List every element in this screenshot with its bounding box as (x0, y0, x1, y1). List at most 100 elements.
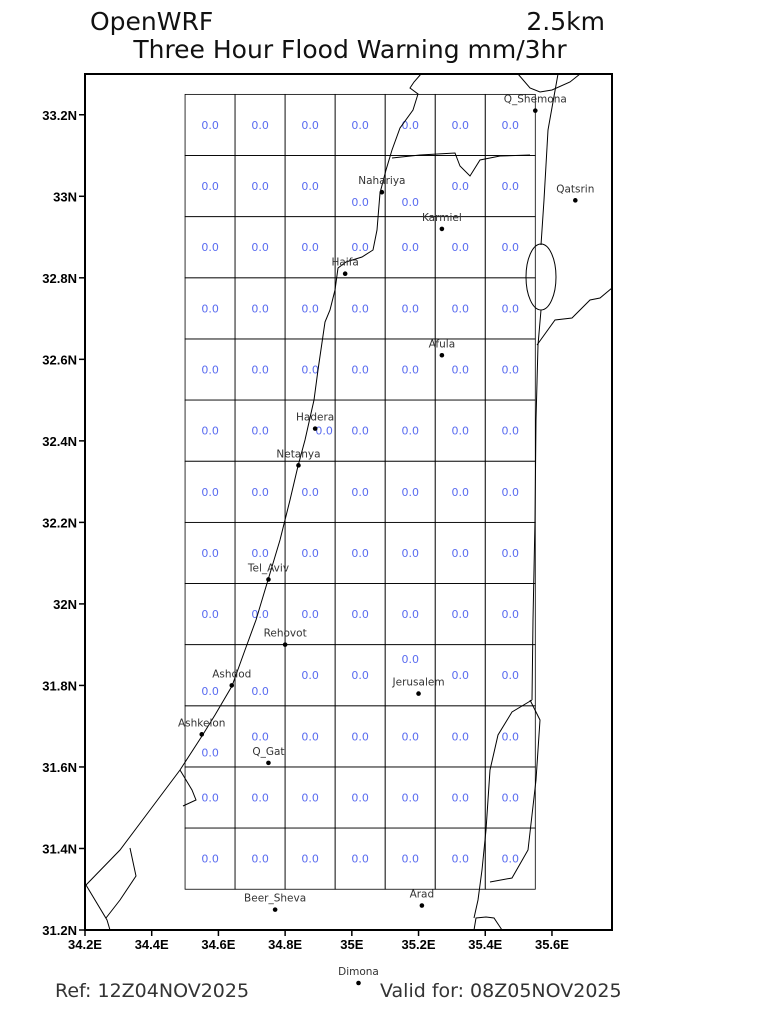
city-dot (573, 198, 578, 203)
y-tick-label: 31.6N (42, 760, 77, 775)
cell-value: 0.0 (201, 746, 219, 759)
cell-value: 0.0 (251, 302, 269, 315)
cell-value: 0.0 (351, 730, 369, 743)
city-label: Qatsrin (556, 183, 594, 195)
city-dot (356, 980, 361, 986)
cell-value: 0.0 (502, 669, 520, 682)
cell-value: 0.0 (502, 180, 520, 193)
cell-value: 0.0 (301, 180, 319, 193)
city-label: Beer_Sheva (244, 893, 306, 905)
city-dot (342, 271, 348, 277)
cell-value: 0.0 (201, 241, 219, 254)
cell-value: 0.0 (251, 853, 269, 866)
cell-value: 0.0 (451, 241, 469, 254)
cell-value: 0.0 (301, 730, 319, 743)
cell-value: 0.0 (201, 685, 219, 698)
chart-title: Three Hour Flood Warning mm/3hr (132, 35, 567, 64)
dead-sea-west (473, 699, 533, 919)
cell-value: 0.0 (401, 364, 419, 377)
cell-value: 0.0 (451, 425, 469, 438)
x-tick-label: 34.6E (201, 937, 235, 952)
cell-value: 0.0 (251, 685, 269, 698)
cell-value: 0.0 (502, 792, 520, 805)
cell-value: 0.0 (251, 486, 269, 499)
cell-value: 0.0 (301, 547, 319, 560)
sinai-border-2 (105, 847, 137, 919)
city-label: Ashkelon (178, 717, 225, 729)
cell-value: 0.0 (301, 364, 319, 377)
cell-value: 0.0 (351, 608, 369, 621)
cell-value: 0.0 (451, 119, 469, 132)
cell-value: 0.0 (351, 425, 369, 438)
cell-value: 0.0 (201, 792, 219, 805)
city-dot (229, 683, 235, 688)
cell-value: 0.0 (351, 792, 369, 805)
cell-value: 0.0 (201, 302, 219, 315)
cell-value: 0.0 (401, 547, 419, 560)
cell-value: 0.0 (502, 486, 520, 499)
x-tick-label: 34.4E (135, 937, 169, 952)
y-tick-label: 32N (53, 597, 77, 612)
cell-value: 0.0 (301, 608, 319, 621)
cell-value: 0.0 (401, 302, 419, 315)
city-dot (416, 691, 421, 696)
y-tick-label: 31.8N (42, 678, 77, 693)
cell-value: 0.0 (401, 196, 419, 209)
cell-value: 0.0 (451, 547, 469, 560)
cell-value: 0.0 (351, 241, 369, 254)
y-tick-label: 32.4N (42, 434, 77, 449)
city-label: Tel_Aviv (247, 562, 289, 574)
x-tick-label: 35E (340, 937, 363, 952)
cell-value: 0.0 (351, 302, 369, 315)
city-label: Ashdod (212, 668, 251, 680)
city-markers: Q_Shemona Qatsrin Nahariya Karmiel Haifa Aful… (178, 94, 594, 986)
cell-value: 0.0 (351, 196, 369, 209)
cell-value: 0.0 (201, 486, 219, 499)
x-tick-label: 34.8E (268, 937, 302, 952)
city-dot (296, 463, 301, 468)
cell-value: 0.0 (401, 608, 419, 621)
cell-value: 0.0 (251, 364, 269, 377)
lebanon-border (391, 152, 531, 177)
cell-value: 0.0 (502, 547, 520, 560)
sea-of-galilee (525, 243, 557, 311)
sinai-border (85, 884, 111, 931)
cell-value: 0.0 (502, 364, 520, 377)
cell-value: 0.0 (502, 302, 520, 315)
cell-value: 0.0 (502, 853, 520, 866)
northern-border (517, 73, 581, 93)
city-label: Karmiel (422, 212, 462, 224)
resolution-label: 2.5km (526, 7, 605, 36)
cell-value: 0.0 (502, 608, 520, 621)
axes: 34.2E 34.4E 34.6E 34.8E 35E 35.2E 35.4E 35.6E 31… (42, 108, 569, 952)
gaza-border (179, 769, 197, 807)
grid-cell (484, 827, 536, 890)
jordan-river-south (531, 309, 542, 701)
cell-value: 0.0 (251, 119, 269, 132)
city-dot (532, 108, 538, 113)
x-tick-label: 35.6E (535, 937, 569, 952)
city-label: Haifa (331, 257, 358, 269)
cell-value: 0.0 (401, 119, 419, 132)
valid-time: Valid for: 08Z05NOV2025 (380, 980, 622, 1002)
city-dot (419, 903, 425, 908)
dead-sea-east (489, 699, 541, 883)
cell-value: 0.0 (502, 425, 520, 438)
cell-value: 0.0 (451, 853, 469, 866)
jordan-river (540, 73, 559, 246)
x-tick-label: 35.4E (468, 937, 502, 952)
cell-value: 0.0 (201, 547, 219, 560)
cell-value: 0.0 (201, 425, 219, 438)
y-tick-label: 33.2N (42, 108, 77, 123)
cell-value: 0.0 (301, 241, 319, 254)
cell-value: 0.0 (251, 180, 269, 193)
cell-value: 0.0 (502, 119, 520, 132)
city-label: Nahariya (358, 175, 405, 187)
city-dot (266, 577, 271, 582)
y-tick-label: 33N (53, 189, 77, 204)
city-dot (379, 189, 385, 195)
cell-value: 0.0 (451, 730, 469, 743)
cell-value: 0.0 (401, 792, 419, 805)
cell-value: 0.0 (351, 547, 369, 560)
